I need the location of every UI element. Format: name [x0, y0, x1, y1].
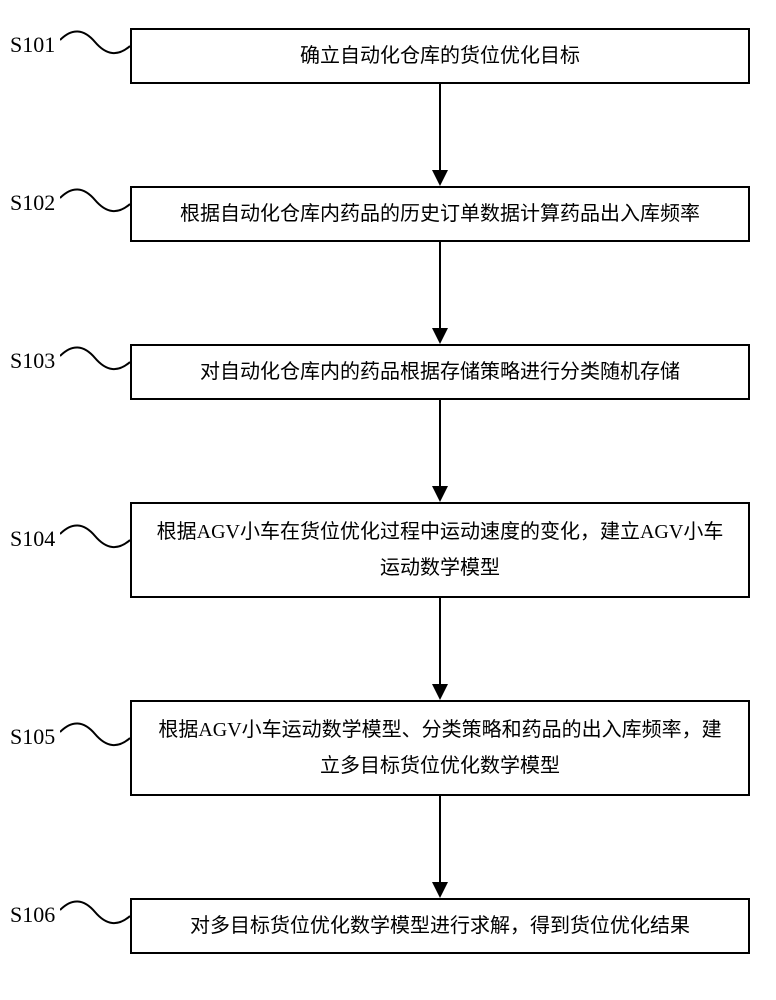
wave-connector [60, 28, 130, 72]
wave-connector [60, 186, 130, 230]
step-box: 对自动化仓库内的药品根据存储策略进行分类随机存储 [130, 344, 750, 400]
step-text: 根据自动化仓库内药品的历史订单数据计算药品出入库频率 [180, 196, 700, 232]
flow-arrow [425, 400, 455, 502]
step-box: 确立自动化仓库的货位优化目标 [130, 28, 750, 84]
flow-arrow [425, 598, 455, 700]
step-label: S103 [10, 348, 55, 374]
step-label: S105 [10, 724, 55, 750]
step-box: 根据AGV小车运动数学模型、分类策略和药品的出入库频率，建立多目标货位优化数学模… [130, 700, 750, 796]
step-text: 对自动化仓库内的药品根据存储策略进行分类随机存储 [200, 354, 680, 390]
wave-connector [60, 344, 130, 388]
step-box: 对多目标货位优化数学模型进行求解，得到货位优化结果 [130, 898, 750, 954]
step-text: 根据AGV小车在货位优化过程中运动速度的变化，建立AGV小车运动数学模型 [152, 514, 728, 586]
step-label: S102 [10, 190, 55, 216]
wave-connector [60, 720, 130, 764]
step-box: 根据AGV小车在货位优化过程中运动速度的变化，建立AGV小车运动数学模型 [130, 502, 750, 598]
step-label: S106 [10, 902, 55, 928]
step-text: 确立自动化仓库的货位优化目标 [300, 38, 580, 74]
wave-connector [60, 898, 130, 942]
step-text: 根据AGV小车运动数学模型、分类策略和药品的出入库频率，建立多目标货位优化数学模… [152, 712, 728, 784]
step-box: 根据自动化仓库内药品的历史订单数据计算药品出入库频率 [130, 186, 750, 242]
step-text: 对多目标货位优化数学模型进行求解，得到货位优化结果 [190, 908, 690, 944]
flow-arrow [425, 242, 455, 344]
wave-connector [60, 522, 130, 566]
flow-arrow [425, 796, 455, 898]
flow-arrow [425, 84, 455, 186]
step-label: S104 [10, 526, 55, 552]
step-label: S101 [10, 32, 55, 58]
flowchart-container: S101 确立自动化仓库的货位优化目标 S102 根据自动化仓库内药品的历史订单数据计… [0, 0, 776, 1000]
